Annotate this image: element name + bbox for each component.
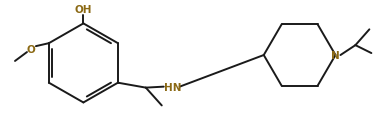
Text: N: N — [331, 51, 340, 60]
Text: OH: OH — [75, 5, 92, 14]
Text: O: O — [27, 45, 35, 55]
Text: HN: HN — [164, 82, 182, 92]
